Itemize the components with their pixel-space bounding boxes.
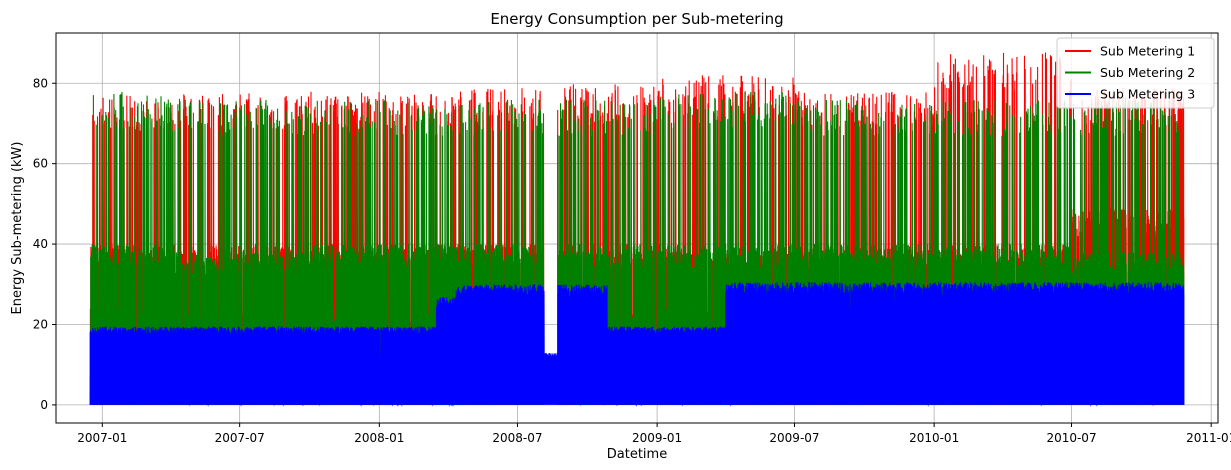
x-tick-label: 2008-01 xyxy=(354,431,404,445)
legend: Sub Metering 1 Sub Metering 2 Sub Metering… xyxy=(1056,37,1215,109)
y-tick-label: 20 xyxy=(33,317,48,331)
y-tick-label: 0 xyxy=(40,398,48,412)
x-tick-label: 2008-07 xyxy=(492,431,542,445)
plot-data xyxy=(89,52,1185,407)
legend-label: Sub Metering 2 xyxy=(1100,65,1195,80)
plot-frame xyxy=(55,32,1219,424)
x-tick-label: 2011-01 xyxy=(1186,431,1231,445)
x-tick-label: 2007-01 xyxy=(77,431,127,445)
chart-title: Energy Consumption per Sub-metering xyxy=(490,10,783,28)
y-axis-label: Energy Sub-metering (kW) xyxy=(10,142,25,315)
x-tick-label: 2009-01 xyxy=(632,431,682,445)
y-tick-label: 60 xyxy=(33,157,48,171)
legend-label: Sub Metering 1 xyxy=(1100,44,1195,59)
axis-ticks: 2007-01 2007-07 2008-01 2008-07 2009-01 2009-… xyxy=(33,76,1231,445)
y-tick-label: 40 xyxy=(33,237,48,251)
legend-box xyxy=(1056,37,1215,109)
x-tick-label: 2010-07 xyxy=(1046,431,1096,445)
x-tick-label: 2010-01 xyxy=(909,431,959,445)
x-tick-label: 2009-07 xyxy=(769,431,819,445)
x-tick-label: 2007-07 xyxy=(215,431,265,445)
legend-label: Sub Metering 3 xyxy=(1100,87,1195,102)
y-tick-label: 80 xyxy=(33,76,48,90)
series-3-line xyxy=(89,282,1185,407)
series-3-path xyxy=(89,282,1185,407)
x-axis-label: Datetime xyxy=(607,447,667,462)
